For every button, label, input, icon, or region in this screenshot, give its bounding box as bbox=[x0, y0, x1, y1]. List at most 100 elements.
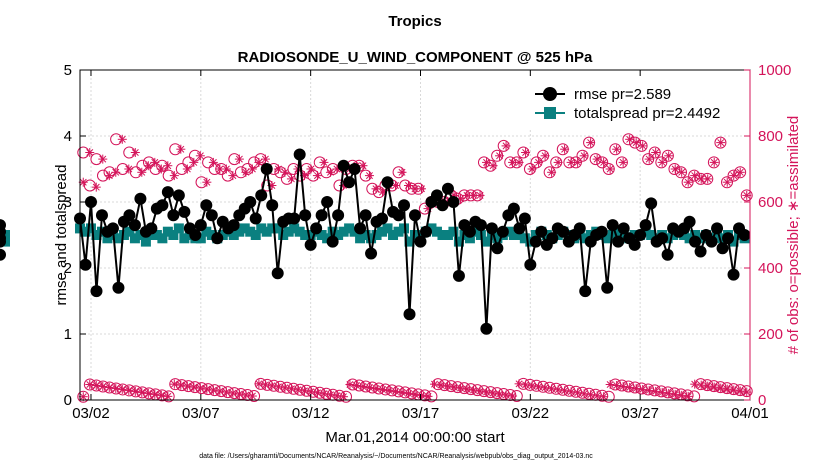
rmse-point bbox=[639, 219, 652, 232]
obs-assimilated-low-marker bbox=[319, 389, 329, 399]
obs-assimilated-marker bbox=[91, 182, 101, 192]
obs-assimilated-low-marker bbox=[397, 387, 407, 397]
totalspread-point bbox=[519, 233, 530, 244]
obs-assimilated-marker bbox=[612, 144, 622, 154]
obs-assimilated-marker bbox=[410, 184, 420, 194]
obs-assimilated-low-marker bbox=[436, 380, 446, 390]
obs-assimilated-low-marker bbox=[475, 386, 485, 396]
obs-assimilated-marker bbox=[638, 141, 648, 151]
rmse-point bbox=[79, 258, 92, 271]
obs-assimilated-low-marker bbox=[137, 387, 147, 397]
obs-assimilated-low-marker bbox=[521, 380, 531, 390]
rmse-point bbox=[95, 209, 108, 222]
y-axis-label-left: rmse and totalspread bbox=[53, 165, 70, 306]
rmse-point bbox=[90, 285, 103, 298]
x-tick-label: 03/22 bbox=[512, 405, 550, 422]
totalspread-point bbox=[272, 223, 283, 234]
totalspread-point bbox=[613, 226, 624, 237]
obs-assimilated-low-marker bbox=[592, 391, 602, 401]
obs-assimilated-low-marker bbox=[709, 382, 719, 392]
x-tick-label: 03/07 bbox=[182, 405, 220, 422]
obs-assimilated-marker bbox=[312, 171, 322, 181]
rmse-point bbox=[507, 202, 520, 215]
obs-assimilated-marker bbox=[228, 171, 238, 181]
x-tick-label: 03/12 bbox=[292, 405, 330, 422]
rmse-point bbox=[546, 232, 559, 245]
obs-assimilated-low-marker bbox=[299, 386, 309, 396]
obs-assimilated-marker bbox=[508, 157, 518, 167]
obs-assimilated-low-marker bbox=[254, 379, 264, 389]
obs-assimilated-low-marker bbox=[644, 385, 654, 395]
obs-assimilated-marker bbox=[150, 157, 160, 167]
totalspread-point bbox=[464, 233, 475, 244]
totalspread-point bbox=[305, 230, 316, 240]
obs-assimilated-low-marker bbox=[690, 379, 700, 389]
rmse-point bbox=[211, 232, 224, 245]
rmse-point bbox=[491, 242, 504, 255]
totalspread-point bbox=[179, 233, 190, 244]
totalspread-point bbox=[646, 230, 657, 240]
obs-assimilated-marker bbox=[325, 167, 335, 177]
obs-assimilated-low-marker bbox=[150, 389, 160, 399]
obs-assimilated-low-marker bbox=[657, 387, 667, 397]
obs-assimilated-marker bbox=[631, 138, 641, 148]
obs-assimilated-marker bbox=[358, 161, 368, 171]
obs-possible-marker bbox=[727, 169, 740, 182]
obs-assimilated-marker bbox=[182, 164, 192, 174]
obs-assimilated-marker bbox=[286, 174, 296, 184]
y-tick-label-left: 1 bbox=[64, 326, 72, 343]
obs-assimilated-low-marker bbox=[625, 382, 635, 392]
chart-title: Tropics bbox=[388, 13, 441, 30]
obs-assimilated-low-marker bbox=[703, 381, 713, 391]
rmse-point bbox=[260, 163, 273, 175]
totalspread-point bbox=[124, 226, 135, 237]
obs-assimilated-marker bbox=[98, 154, 108, 164]
rmse-point bbox=[0, 248, 6, 261]
rmse-point bbox=[205, 209, 218, 222]
y-tick-label-left: 0 bbox=[64, 392, 72, 409]
obs-possible-marker bbox=[655, 156, 668, 169]
y-tick-label-right: 0 bbox=[758, 392, 766, 409]
obs-assimilated-low-marker bbox=[664, 388, 674, 398]
obs-possible-marker bbox=[642, 153, 655, 166]
rmse-point bbox=[441, 182, 454, 195]
x-axis-label: Mar.01,2014 00:00:00 start bbox=[325, 429, 505, 446]
totalspread-point bbox=[349, 226, 360, 237]
obs-assimilated-low-marker bbox=[677, 390, 687, 400]
rmse-point bbox=[485, 222, 498, 235]
totalspread-point bbox=[684, 233, 695, 244]
rmse-point bbox=[529, 235, 542, 248]
obs-assimilated-marker bbox=[319, 157, 329, 167]
obs-assimilated-marker bbox=[403, 181, 413, 190]
rmse-point bbox=[392, 209, 405, 222]
obs-assimilated-marker bbox=[475, 190, 485, 200]
rmse-point bbox=[513, 222, 526, 235]
totalspread-point bbox=[580, 233, 591, 244]
obs-assimilated-low-marker bbox=[612, 380, 622, 390]
totalspread-point bbox=[377, 226, 388, 237]
y-tick-label-right: 800 bbox=[758, 128, 783, 145]
obs-assimilated-low-marker bbox=[456, 383, 466, 393]
obs-assimilated-low-marker bbox=[722, 384, 732, 394]
rmse-point bbox=[474, 219, 487, 232]
obs-assimilated-low-marker bbox=[228, 388, 238, 398]
rmse-point bbox=[436, 199, 449, 212]
obs-assimilated-low-marker bbox=[221, 387, 231, 397]
obs-assimilated-low-marker bbox=[638, 384, 648, 394]
obs-assimilated-marker bbox=[618, 157, 628, 167]
rmse-point bbox=[711, 222, 724, 235]
obs-assimilated-low-marker bbox=[351, 380, 361, 390]
obs-possible-low-marker bbox=[162, 390, 175, 403]
totalspread-point bbox=[530, 230, 541, 240]
legend-spread-marker bbox=[544, 107, 556, 119]
rmse-point bbox=[106, 222, 119, 235]
rmse-point bbox=[617, 222, 630, 235]
obs-assimilated-low-marker bbox=[364, 382, 374, 392]
totalspread-point bbox=[333, 230, 344, 240]
rmse-point bbox=[557, 225, 570, 238]
rmse-point bbox=[573, 222, 586, 235]
totalspread-point bbox=[151, 230, 162, 240]
rmse-point bbox=[167, 209, 180, 222]
obs-assimilated-low-marker bbox=[286, 384, 296, 394]
obs-assimilated-low-marker bbox=[260, 380, 270, 390]
